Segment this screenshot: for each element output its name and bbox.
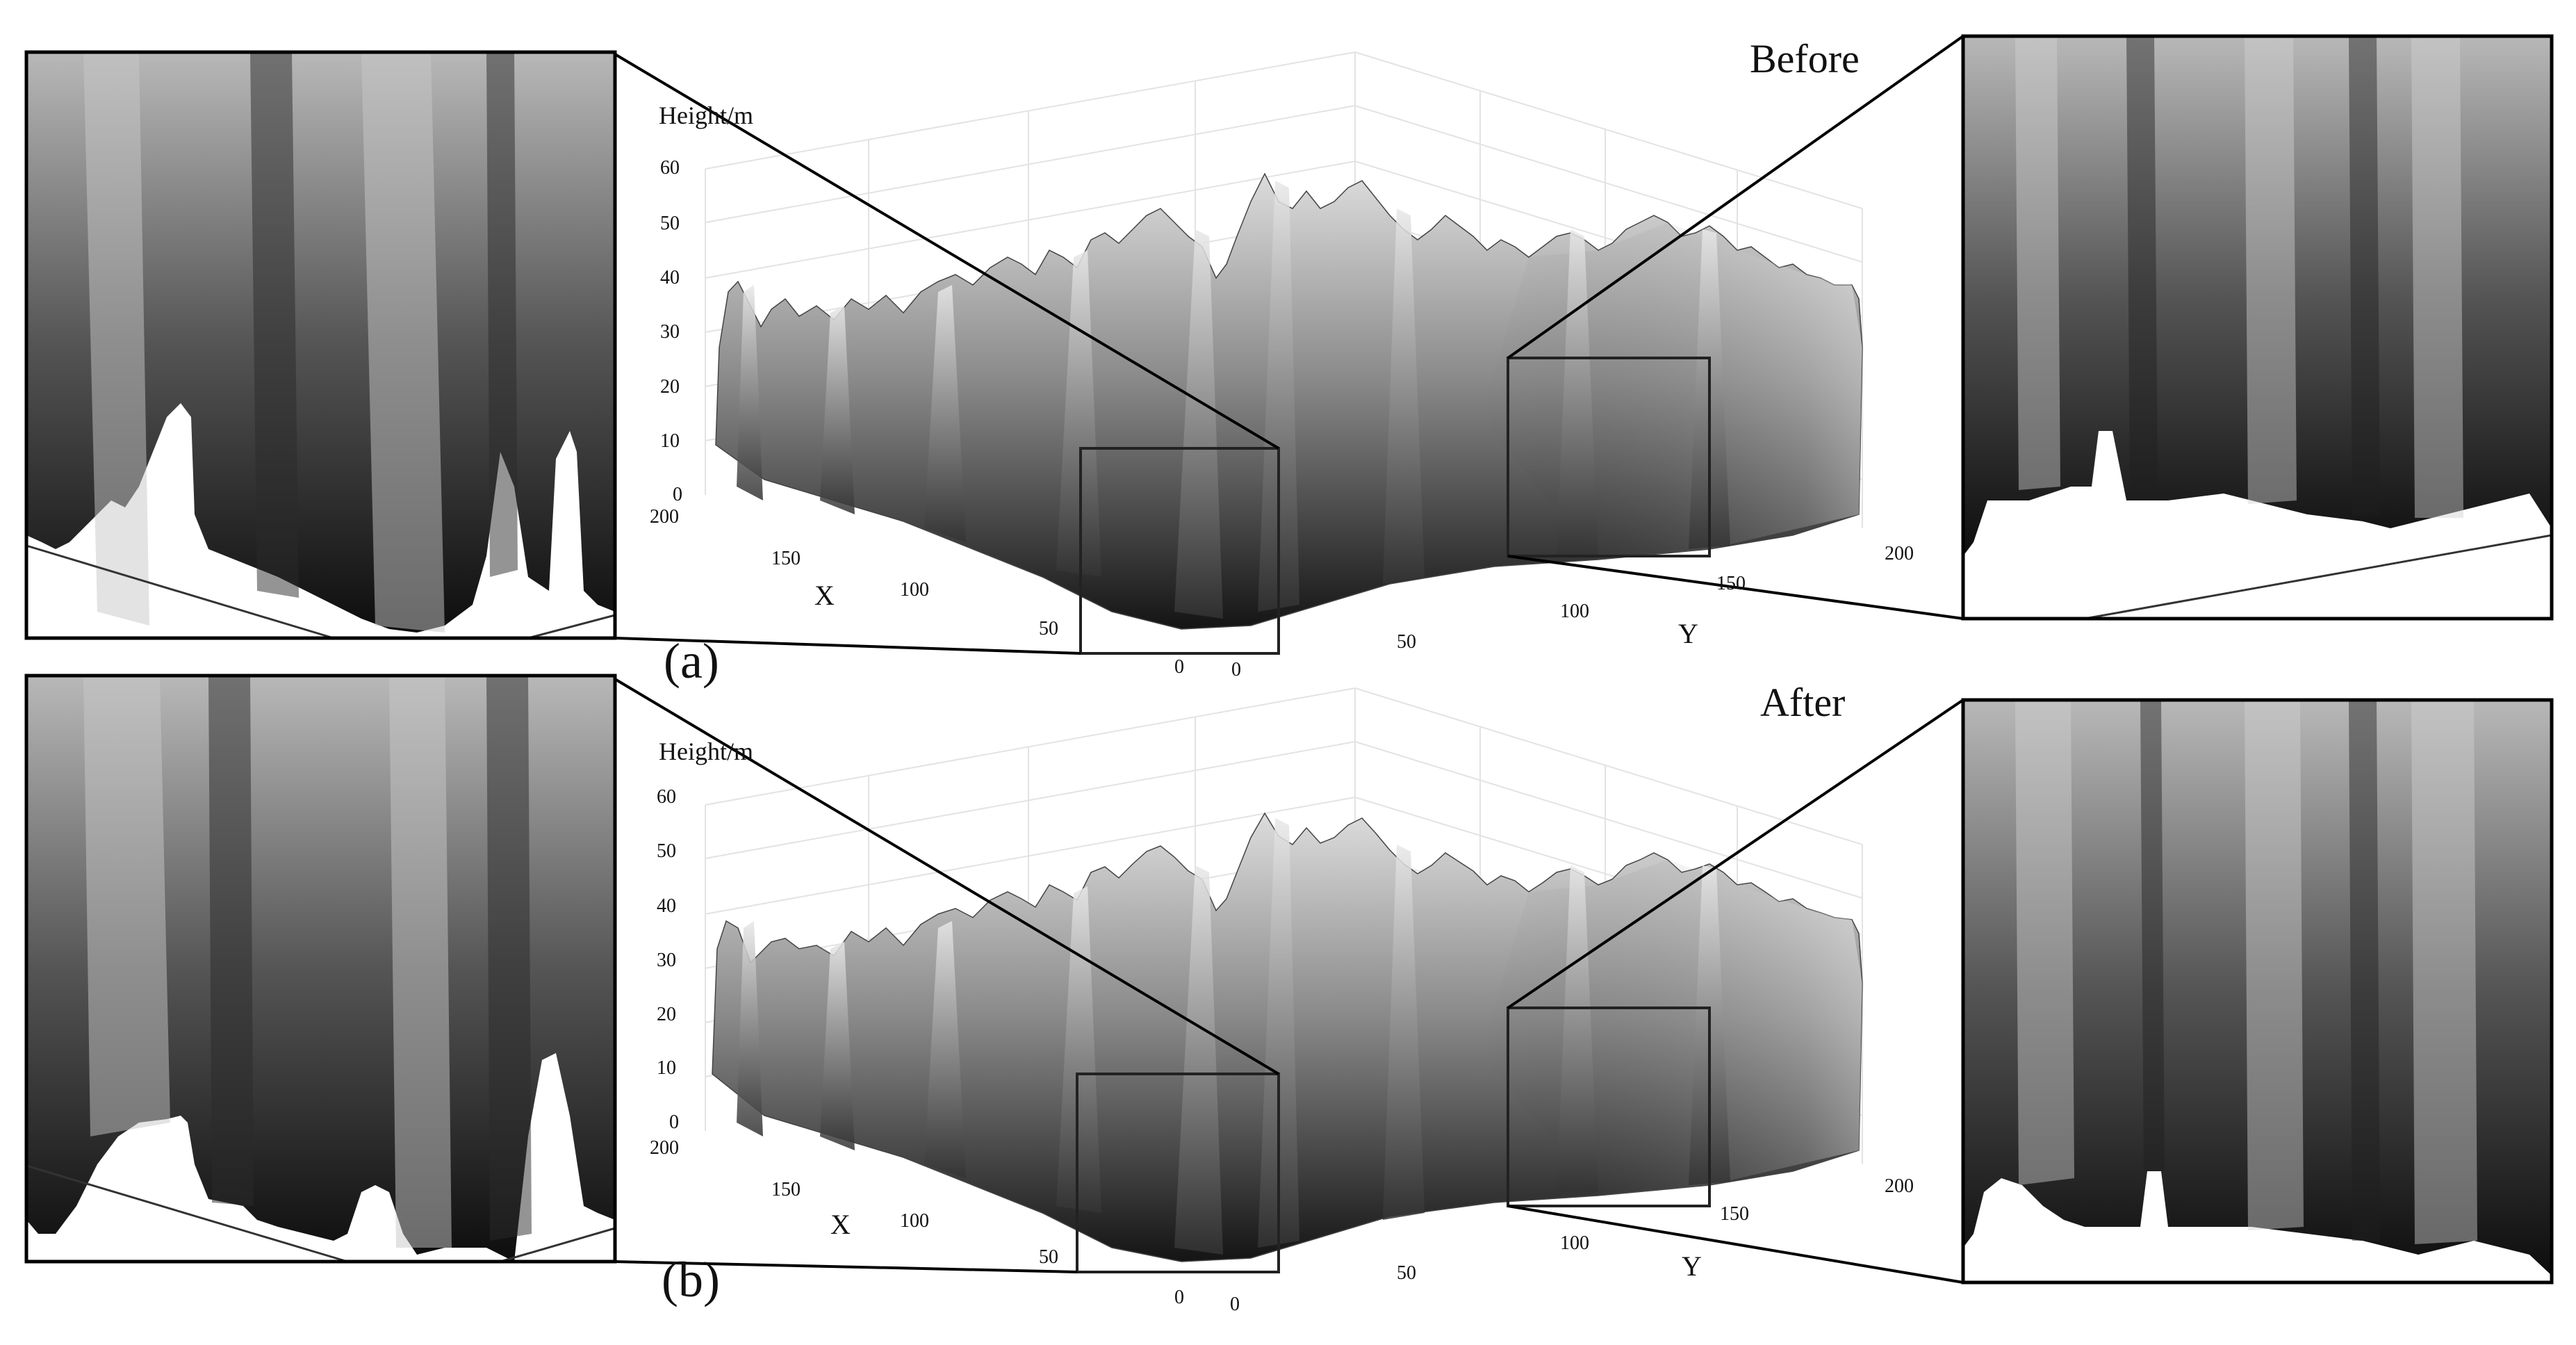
inset-right	[1961, 34, 2554, 621]
panel-b-z-tick: 30	[657, 949, 676, 971]
zoom-connectors	[614, 35, 1964, 655]
panel-b-ylabel: Y	[1682, 1250, 1702, 1282]
panel-b-x-tick: 0	[1174, 1287, 1184, 1308]
zoom-connectors	[614, 678, 1964, 1284]
zoom-region-left	[1079, 447, 1280, 655]
panel-b-labels: Height/m After (b) X Y 60 50 40 30 20 10…	[650, 680, 1914, 1315]
panel-b-x-tick: 50	[1039, 1246, 1058, 1268]
panel-b-z-tick: 60	[657, 786, 676, 808]
panel-b-y-tick: 50	[1397, 1262, 1416, 1284]
inset-left	[24, 674, 617, 1264]
panel-b-y-tick: 150	[1720, 1203, 1749, 1225]
panel-b-z-tick: 40	[657, 895, 676, 917]
panel-a-z-tick: 30	[660, 321, 680, 343]
panel-b-y-tick: 0	[1230, 1294, 1240, 1315]
panel-b-xlabel: X	[830, 1209, 851, 1240]
panel-a: Height/m Before (a) X Y 60 50 40 30 20 1…	[24, 34, 2554, 689]
zoom-region-right	[1507, 357, 1711, 557]
panel-b-x-tick: 100	[900, 1210, 929, 1232]
panel-b-zlabel: Height/m	[659, 737, 753, 765]
panel-a-xlabel: X	[814, 580, 835, 611]
panel-a-x-tick: 0	[1174, 656, 1184, 678]
zoom-region-right	[1507, 1006, 1711, 1207]
panel-b-z-tick: 0	[669, 1111, 679, 1133]
panel-a-y-tick: 100	[1560, 601, 1589, 622]
panel-a-z-tick: 20	[660, 376, 680, 398]
panel-a-z-tick: 60	[660, 157, 680, 179]
panel-a-z-tick: 50	[660, 213, 680, 234]
panel-b-z-tick: 10	[657, 1057, 676, 1079]
panel-b-x-tick: 150	[771, 1179, 801, 1200]
inset-left	[24, 50, 617, 640]
panel-a-x-tick: 150	[771, 548, 801, 569]
panel-a-x-tick: 100	[900, 579, 929, 601]
panel-b-y-tick: 200	[1885, 1175, 1914, 1197]
panel-b-z-tick: 50	[657, 840, 676, 862]
panel-b-x-tick: 200	[650, 1137, 679, 1159]
panel-a-y-tick: 200	[1885, 543, 1914, 564]
panel-a-z-tick: 40	[660, 267, 680, 288]
panel-a-zlabel: Height/m	[659, 101, 753, 129]
panel-a-z-tick: 0	[673, 484, 682, 505]
panel-a-y-tick: 150	[1716, 573, 1746, 594]
panel-a-labels: Height/m Before (a) X Y 60 50 40 30 20 1…	[650, 36, 1914, 689]
panel-a-y-tick: 50	[1397, 631, 1416, 653]
panel-a-x-tick: 50	[1039, 618, 1058, 639]
panel-a-z-tick: 10	[660, 430, 680, 452]
panel-a-title: Before	[1750, 36, 1860, 81]
panel-b-y-tick: 100	[1560, 1232, 1589, 1254]
panel-a-label: (a)	[664, 633, 719, 689]
panel-a-y-tick: 0	[1231, 659, 1241, 680]
panel-b-z-tick: 20	[657, 1004, 676, 1025]
panel-a-ylabel: Y	[1678, 618, 1698, 649]
zoom-region-left	[1076, 1073, 1280, 1273]
panel-b: Height/m After (b) X Y 60 50 40 30 20 10…	[24, 674, 2554, 1315]
inset-right	[1961, 698, 2554, 1285]
panel-a-x-tick: 200	[650, 506, 679, 528]
panel-b-title: After	[1760, 680, 1845, 725]
panel-b-label: (b)	[662, 1252, 720, 1307]
